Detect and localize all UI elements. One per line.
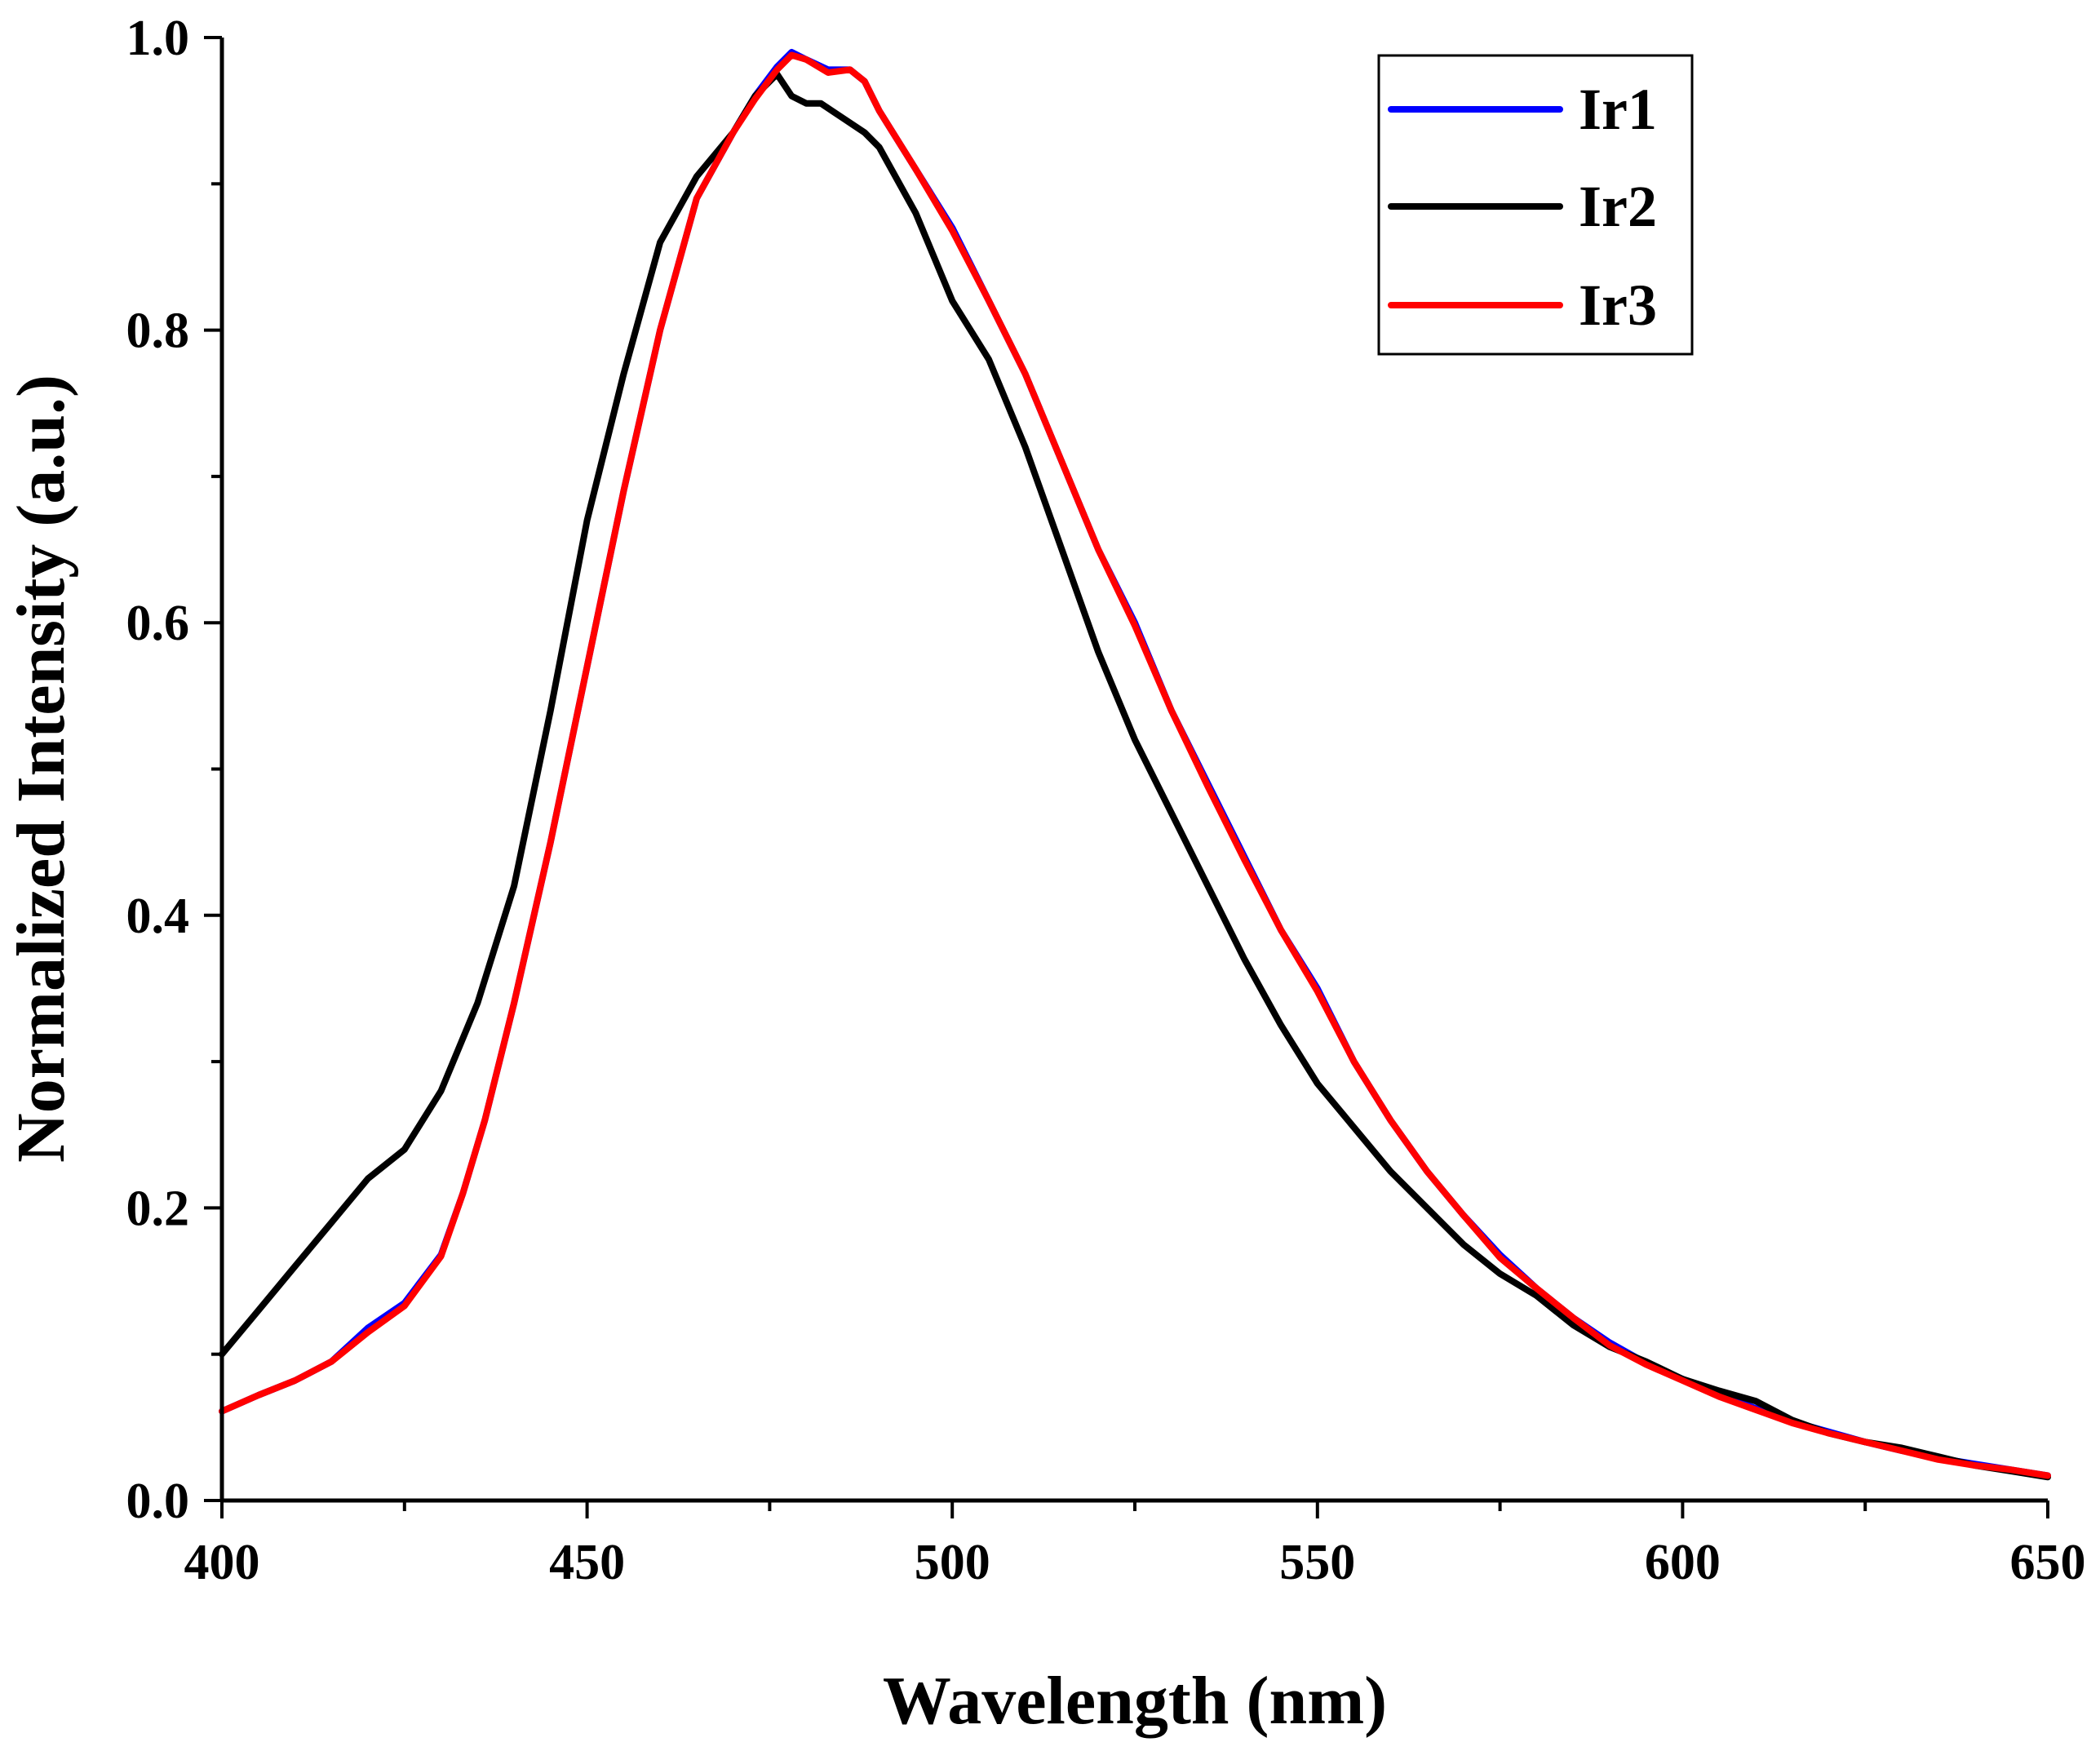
- y-tick-label: 0.6: [126, 596, 190, 651]
- y-tick-label: 0.4: [126, 889, 190, 944]
- y-tick-label: 1.0: [126, 11, 190, 66]
- legend-label-ir3: Ir3: [1579, 273, 1657, 338]
- ticks-layer: 400 450 500 550 600 650 0.0 0.2 0.4 0.6 0.8 1.0: [126, 11, 2086, 1590]
- series-line-ir1: [219, 48, 2051, 1479]
- legend-label-ir2: Ir2: [1579, 174, 1657, 239]
- x-tick-label: 500: [915, 1535, 990, 1590]
- series-line-ir3: [219, 51, 2051, 1479]
- legend-label-ir1: Ir1: [1579, 77, 1657, 142]
- legend: Ir1 Ir2 Ir3: [1377, 54, 1694, 356]
- y-axis-title: Normalized Intensity (a.u.): [3, 375, 79, 1163]
- y-tick-label: 0.0: [126, 1474, 190, 1529]
- x-tick-label: 650: [2010, 1535, 2086, 1590]
- x-axis-title: Wavelength (nm): [883, 1663, 1387, 1739]
- series-layer: [219, 48, 2051, 1481]
- x-tick-label: 550: [1279, 1535, 1355, 1590]
- y-tick-label: 0.2: [126, 1181, 190, 1236]
- x-tick-label: 400: [184, 1535, 260, 1590]
- x-tick-label: 600: [1645, 1535, 1721, 1590]
- y-tick-label: 0.8: [126, 304, 190, 359]
- axes-layer: [219, 38, 2048, 1503]
- series-line-ir2: [219, 70, 2051, 1481]
- x-tick-label: 450: [549, 1535, 625, 1590]
